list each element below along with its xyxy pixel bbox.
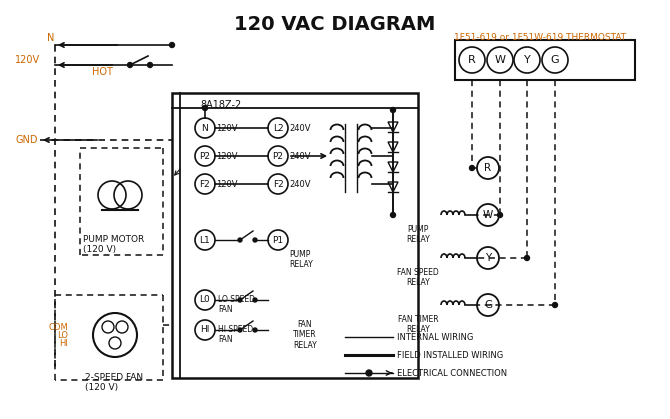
Text: HI: HI	[200, 326, 210, 334]
Text: HI SPEED
FAN: HI SPEED FAN	[218, 325, 253, 344]
Circle shape	[553, 303, 557, 308]
Text: F2: F2	[273, 179, 283, 189]
Circle shape	[170, 42, 174, 47]
Text: ELECTRICAL CONNECTION: ELECTRICAL CONNECTION	[397, 368, 507, 378]
Text: 240V: 240V	[289, 179, 310, 189]
Text: FIELD INSTALLED WIRING: FIELD INSTALLED WIRING	[397, 351, 503, 360]
Text: G: G	[484, 300, 492, 310]
Text: 120V: 120V	[216, 152, 237, 160]
Bar	[455, 40, 635, 80]
Text: L1: L1	[200, 235, 210, 245]
Text: Y: Y	[485, 253, 491, 263]
Circle shape	[391, 108, 395, 112]
Text: LO SPEED
FAN: LO SPEED FAN	[218, 295, 255, 314]
Circle shape	[238, 298, 242, 302]
Text: 120 VAC DIAGRAM: 120 VAC DIAGRAM	[234, 15, 436, 34]
Text: PUMP
RELAY: PUMP RELAY	[289, 250, 313, 269]
Text: LO: LO	[57, 331, 68, 339]
Text: HI: HI	[59, 339, 68, 347]
Circle shape	[253, 298, 257, 302]
Text: N: N	[47, 33, 54, 43]
Circle shape	[253, 238, 257, 242]
Circle shape	[202, 106, 208, 111]
Circle shape	[238, 328, 242, 332]
Text: N: N	[202, 124, 208, 132]
Text: P2: P2	[273, 152, 283, 160]
Text: COM: COM	[48, 323, 68, 331]
Circle shape	[391, 212, 395, 217]
Text: L0: L0	[200, 295, 210, 305]
Text: 8A18Z-2: 8A18Z-2	[200, 100, 241, 110]
Text: 120V: 120V	[216, 124, 237, 132]
Text: FAN SPEED
RELAY: FAN SPEED RELAY	[397, 268, 439, 287]
Text: 1F51-619 or 1F51W-619 THERMOSTAT: 1F51-619 or 1F51W-619 THERMOSTAT	[454, 33, 626, 42]
Text: G: G	[551, 55, 559, 65]
Text: F2: F2	[200, 179, 210, 189]
Text: 2-SPEED FAN
(120 V): 2-SPEED FAN (120 V)	[85, 373, 143, 393]
Text: P2: P2	[200, 152, 210, 160]
Circle shape	[147, 62, 153, 67]
Circle shape	[498, 212, 502, 217]
Circle shape	[238, 238, 242, 242]
Text: W: W	[494, 55, 505, 65]
Text: GND: GND	[15, 135, 38, 145]
Circle shape	[525, 256, 529, 261]
Text: 240V: 240V	[289, 124, 310, 132]
Text: Y: Y	[524, 55, 531, 65]
Circle shape	[127, 62, 133, 67]
Circle shape	[366, 370, 372, 376]
Text: 120V: 120V	[15, 55, 40, 65]
Text: 240V: 240V	[289, 152, 310, 160]
Text: L2: L2	[273, 124, 283, 132]
Text: HOT: HOT	[92, 67, 113, 77]
Text: PUMP MOTOR
(120 V): PUMP MOTOR (120 V)	[83, 235, 144, 254]
Text: 120V: 120V	[216, 179, 237, 189]
Bar	[172, 93, 418, 378]
Text: FAN
TIMER
RELAY: FAN TIMER RELAY	[293, 320, 317, 350]
Text: FAN TIMER
RELAY: FAN TIMER RELAY	[398, 315, 438, 334]
Text: R: R	[484, 163, 492, 173]
Text: P1: P1	[273, 235, 283, 245]
Text: INTERNAL WIRING: INTERNAL WIRING	[397, 333, 474, 341]
Text: R: R	[468, 55, 476, 65]
Circle shape	[253, 328, 257, 332]
Text: W: W	[483, 210, 493, 220]
Text: PUMP
RELAY: PUMP RELAY	[406, 225, 430, 244]
Circle shape	[470, 166, 474, 171]
